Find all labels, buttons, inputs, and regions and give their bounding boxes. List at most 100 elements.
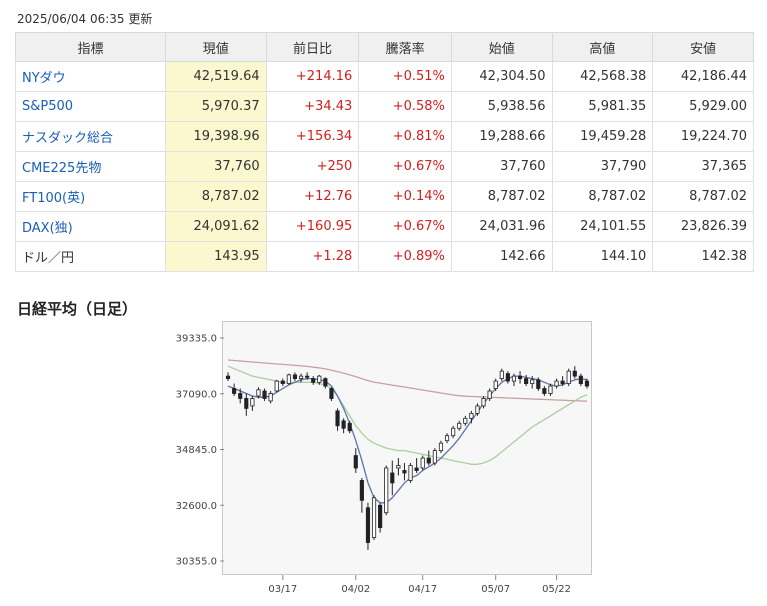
change-value: +214.16 [265, 61, 360, 92]
candle-body [524, 378, 529, 384]
x-tick-label: 04/02 [341, 584, 370, 595]
candle [353, 448, 358, 473]
pct-value: +0.81% [358, 121, 452, 152]
candle-body [280, 380, 285, 384]
pct-value: +0.67% [358, 151, 452, 182]
candle-body [341, 420, 346, 429]
y-tick-label: 32600.0 [176, 501, 217, 512]
candle [475, 403, 480, 416]
candle [408, 463, 413, 483]
high-value: 19,459.28 [551, 121, 654, 152]
candle-body [420, 457, 425, 469]
table-header-row: 指標 現値 前日比 騰落率 始値 高値 安値 [15, 32, 754, 62]
open-value: 37,760 [450, 151, 553, 182]
candle-body [493, 380, 498, 389]
table-row: ドル／円 143.95 +1.28 +0.89% 142.66 144.10 1… [15, 241, 754, 272]
low-value: 37,365 [652, 151, 754, 182]
high-value: 42,568.38 [551, 61, 654, 92]
high-value: 144.10 [551, 241, 654, 272]
candle [444, 433, 450, 444]
pct-value: +0.14% [358, 181, 452, 212]
x-tick-label: 05/07 [481, 584, 510, 595]
candle [499, 368, 504, 382]
open-value: 142.66 [450, 241, 553, 272]
candle [262, 388, 267, 401]
index-link-nasdaq[interactable]: ナスダック総合 [15, 121, 166, 152]
candle [365, 502, 371, 550]
pct-value: +0.89% [358, 241, 452, 272]
candle-body [225, 375, 231, 380]
open-value: 42,304.50 [450, 61, 553, 92]
index-link-ft100[interactable]: FT100(英) [15, 181, 166, 212]
current-value: 19,398.96 [164, 121, 267, 152]
candle [305, 372, 310, 380]
candle-body [584, 380, 590, 387]
candle [341, 418, 346, 434]
candle [432, 448, 437, 466]
index-link-cme225[interactable]: CME225先物 [15, 151, 166, 182]
update-timestamp: 2025/06/04 06:35 更新 [17, 12, 153, 26]
market-quotes-table: 指標 現値 前日比 騰落率 始値 高値 安値 NYダウ 42,519.64 +2… [15, 32, 754, 272]
candle [426, 450, 431, 466]
candle-body [499, 370, 504, 380]
x-tick-label: 03/17 [268, 584, 297, 595]
candle [463, 415, 468, 426]
candle-body [542, 388, 547, 394]
candle [286, 373, 291, 385]
candle-body [256, 389, 261, 397]
candle [560, 376, 565, 387]
change-value: +1.28 [265, 241, 360, 272]
candle-body [475, 405, 480, 414]
candle [225, 372, 231, 382]
candle [256, 387, 261, 399]
candle-body [262, 390, 267, 399]
candle [244, 393, 249, 416]
index-link-sp500[interactable]: S&P500 [15, 91, 166, 122]
candle-body [481, 398, 486, 407]
candle [378, 502, 383, 533]
high-value: 24,101.55 [551, 211, 654, 242]
candle-body [396, 465, 401, 469]
candle [420, 455, 425, 471]
candle-body [560, 380, 565, 384]
candle [232, 383, 237, 396]
candle-body [548, 385, 553, 394]
x-tick-label: 05/22 [542, 584, 571, 595]
change-value: +156.34 [265, 121, 360, 152]
y-tick-label: 30355.0 [176, 557, 217, 568]
candle-body [317, 375, 322, 383]
open-value: 5,938.56 [450, 91, 553, 122]
current-value: 37,760 [164, 151, 267, 182]
candle [481, 395, 486, 409]
candle-body [457, 422, 462, 429]
candle-body [536, 379, 541, 389]
low-value: 5,929.00 [652, 91, 754, 122]
open-value: 24,031.96 [450, 211, 553, 242]
table-row: DAX(独) 24,091.62 +160.95 +0.67% 24,031.9… [15, 211, 754, 242]
candle-body [250, 398, 255, 407]
candle [530, 376, 535, 389]
candle [250, 395, 255, 411]
col-header-current: 現値 [164, 32, 267, 62]
col-header-low: 安値 [652, 32, 754, 62]
ma-long-line [227, 359, 588, 402]
candle-body [572, 370, 577, 377]
candle [451, 425, 456, 439]
candle [548, 383, 553, 396]
candle-body [408, 465, 413, 481]
high-value: 37,790 [551, 151, 654, 182]
candle-body [530, 379, 535, 384]
candle-body [244, 398, 249, 409]
candle-body [390, 472, 395, 484]
col-header-open: 始値 [450, 32, 553, 62]
candle-body [305, 375, 310, 378]
current-value: 8,787.02 [164, 181, 267, 212]
x-tick-label: 04/17 [408, 584, 437, 595]
candle [280, 378, 285, 387]
candle-body [347, 422, 352, 432]
candle-body [274, 380, 279, 392]
candle-body [292, 374, 298, 380]
candle-body [414, 467, 419, 471]
candle [359, 477, 364, 513]
